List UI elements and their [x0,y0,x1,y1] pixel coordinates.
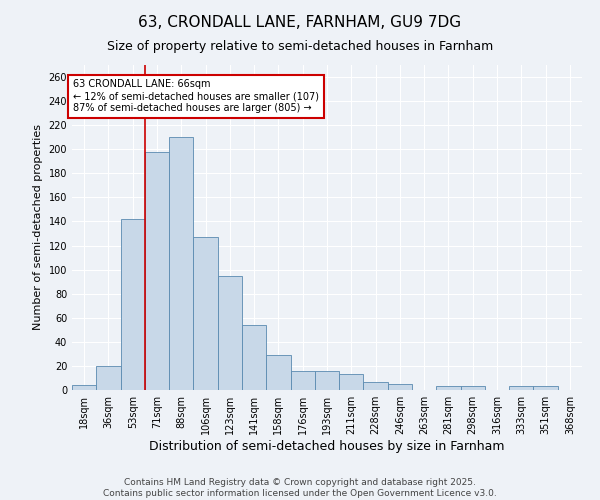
Bar [145,152,169,390]
Text: 63, CRONDALL LANE, FARNHAM, GU9 7DG: 63, CRONDALL LANE, FARNHAM, GU9 7DG [139,15,461,30]
Bar [461,386,485,390]
Bar [169,137,193,390]
Bar [266,355,290,390]
Bar [121,219,145,390]
Y-axis label: Number of semi-detached properties: Number of semi-detached properties [33,124,43,330]
Bar [290,370,315,390]
Bar [218,276,242,390]
Text: 63 CRONDALL LANE: 66sqm
← 12% of semi-detached houses are smaller (107)
87% of s: 63 CRONDALL LANE: 66sqm ← 12% of semi-de… [73,80,319,112]
X-axis label: Distribution of semi-detached houses by size in Farnham: Distribution of semi-detached houses by … [149,440,505,453]
Bar [193,237,218,390]
Bar [436,386,461,390]
Bar [242,325,266,390]
Bar [339,374,364,390]
Bar [96,366,121,390]
Bar [315,370,339,390]
Bar [533,386,558,390]
Text: Size of property relative to semi-detached houses in Farnham: Size of property relative to semi-detach… [107,40,493,53]
Bar [388,384,412,390]
Bar [509,386,533,390]
Bar [72,385,96,390]
Bar [364,382,388,390]
Text: Contains HM Land Registry data © Crown copyright and database right 2025.
Contai: Contains HM Land Registry data © Crown c… [103,478,497,498]
